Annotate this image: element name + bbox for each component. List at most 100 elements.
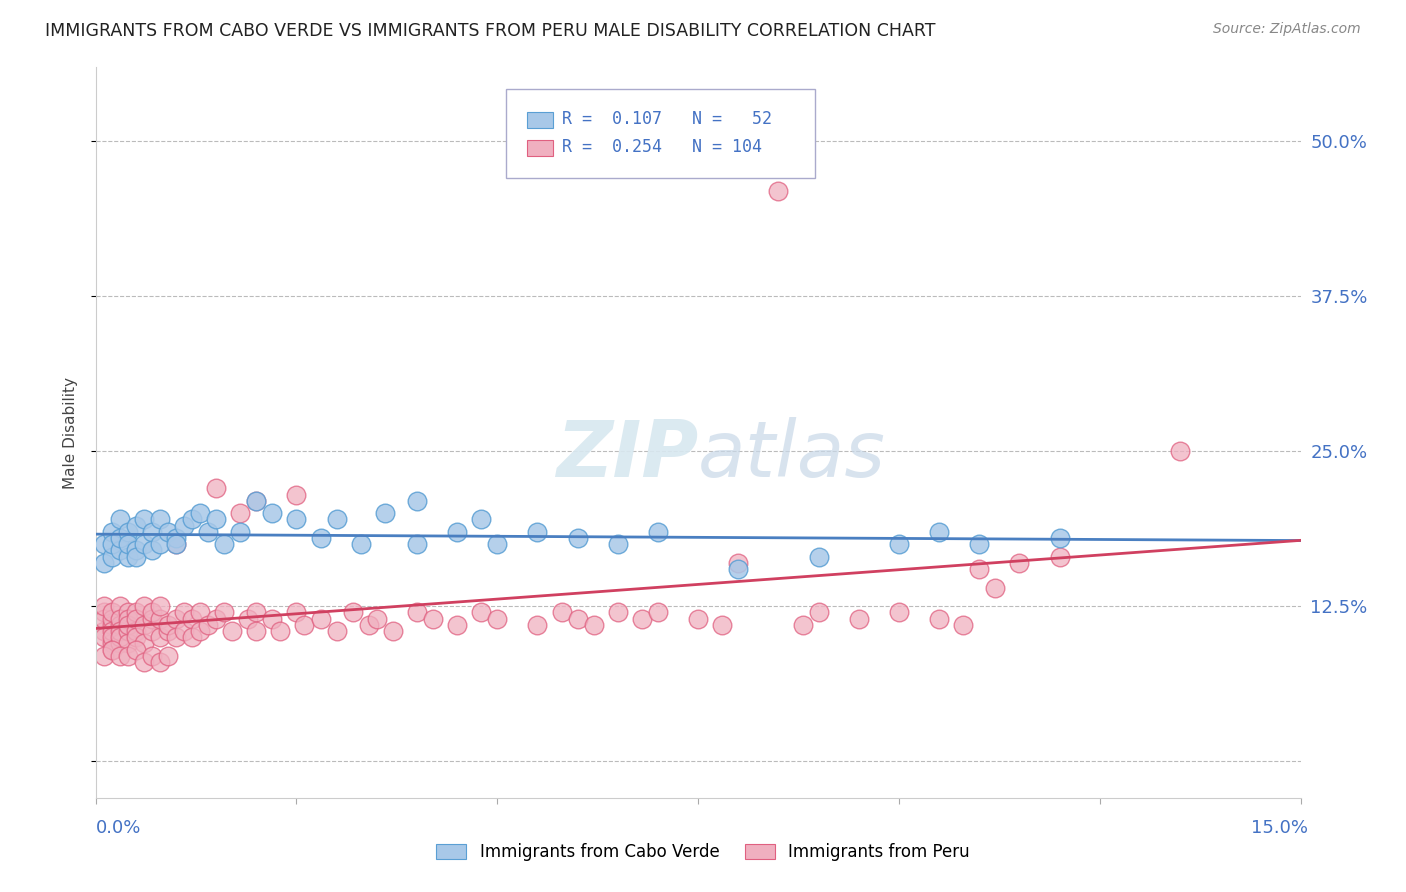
- Point: [125, 549, 148, 564]
- Point: [181, 512, 204, 526]
- Point: [93, 599, 115, 614]
- Point: [108, 630, 131, 644]
- Point: [406, 606, 429, 620]
- Point: [156, 617, 179, 632]
- Point: [100, 624, 122, 638]
- Point: [108, 543, 131, 558]
- Point: [156, 624, 179, 638]
- Point: [205, 482, 228, 496]
- Point: [422, 611, 444, 625]
- Point: [381, 624, 404, 638]
- Point: [100, 617, 122, 632]
- Point: [108, 617, 131, 632]
- Point: [967, 537, 990, 551]
- Point: [212, 606, 235, 620]
- Point: [108, 531, 131, 545]
- Point: [285, 487, 308, 501]
- Point: [125, 543, 148, 558]
- Point: [567, 611, 589, 625]
- Point: [93, 606, 115, 620]
- Point: [149, 630, 172, 644]
- Point: [173, 624, 195, 638]
- Point: [446, 524, 468, 539]
- Point: [125, 624, 148, 638]
- Point: [132, 537, 155, 551]
- Point: [374, 506, 396, 520]
- Point: [100, 606, 122, 620]
- Point: [141, 606, 163, 620]
- Point: [100, 549, 122, 564]
- Point: [807, 549, 830, 564]
- Point: [606, 606, 628, 620]
- Point: [149, 537, 172, 551]
- Point: [212, 537, 235, 551]
- Point: [108, 512, 131, 526]
- Point: [309, 531, 332, 545]
- Point: [582, 617, 605, 632]
- Point: [93, 648, 115, 663]
- Point: [197, 617, 219, 632]
- Point: [967, 562, 990, 576]
- Point: [486, 537, 509, 551]
- Point: [1049, 531, 1071, 545]
- Point: [132, 636, 155, 650]
- Point: [229, 506, 252, 520]
- Point: [887, 606, 910, 620]
- Text: atlas: atlas: [697, 417, 886, 492]
- Point: [238, 611, 260, 625]
- Text: R =  0.254   N = 104: R = 0.254 N = 104: [562, 138, 762, 156]
- Point: [357, 617, 380, 632]
- Y-axis label: Male Disability: Male Disability: [62, 376, 77, 489]
- Text: Source: ZipAtlas.com: Source: ZipAtlas.com: [1213, 22, 1361, 37]
- Point: [117, 617, 139, 632]
- Point: [93, 537, 115, 551]
- Point: [526, 617, 548, 632]
- Point: [245, 624, 267, 638]
- Point: [727, 556, 749, 570]
- Point: [117, 606, 139, 620]
- Point: [245, 606, 267, 620]
- Point: [117, 648, 139, 663]
- Point: [141, 543, 163, 558]
- Point: [686, 611, 709, 625]
- Point: [117, 624, 139, 638]
- Point: [149, 512, 172, 526]
- Point: [100, 642, 122, 657]
- Point: [606, 537, 628, 551]
- Point: [406, 537, 429, 551]
- Point: [125, 518, 148, 533]
- Point: [125, 611, 148, 625]
- Point: [141, 524, 163, 539]
- Point: [309, 611, 332, 625]
- Text: R =  0.107   N =   52: R = 0.107 N = 52: [562, 110, 772, 128]
- Point: [647, 606, 669, 620]
- Point: [350, 537, 373, 551]
- Point: [149, 599, 172, 614]
- Point: [141, 648, 163, 663]
- Point: [366, 611, 388, 625]
- Point: [807, 606, 830, 620]
- Point: [117, 636, 139, 650]
- Point: [156, 648, 179, 663]
- Point: [647, 524, 669, 539]
- Text: 15.0%: 15.0%: [1250, 819, 1308, 837]
- Point: [108, 636, 131, 650]
- Legend: Immigrants from Cabo Verde, Immigrants from Peru: Immigrants from Cabo Verde, Immigrants f…: [430, 837, 976, 868]
- Point: [165, 537, 187, 551]
- Point: [197, 524, 219, 539]
- Point: [928, 611, 950, 625]
- Text: ZIP: ZIP: [555, 417, 697, 492]
- Point: [470, 512, 492, 526]
- Point: [285, 512, 308, 526]
- Point: [181, 630, 204, 644]
- Point: [269, 624, 291, 638]
- Point: [173, 518, 195, 533]
- Point: [294, 617, 316, 632]
- Point: [165, 537, 187, 551]
- Point: [100, 630, 122, 644]
- Point: [221, 624, 243, 638]
- Point: [325, 624, 347, 638]
- Point: [149, 655, 172, 669]
- Point: [117, 537, 139, 551]
- Point: [100, 524, 122, 539]
